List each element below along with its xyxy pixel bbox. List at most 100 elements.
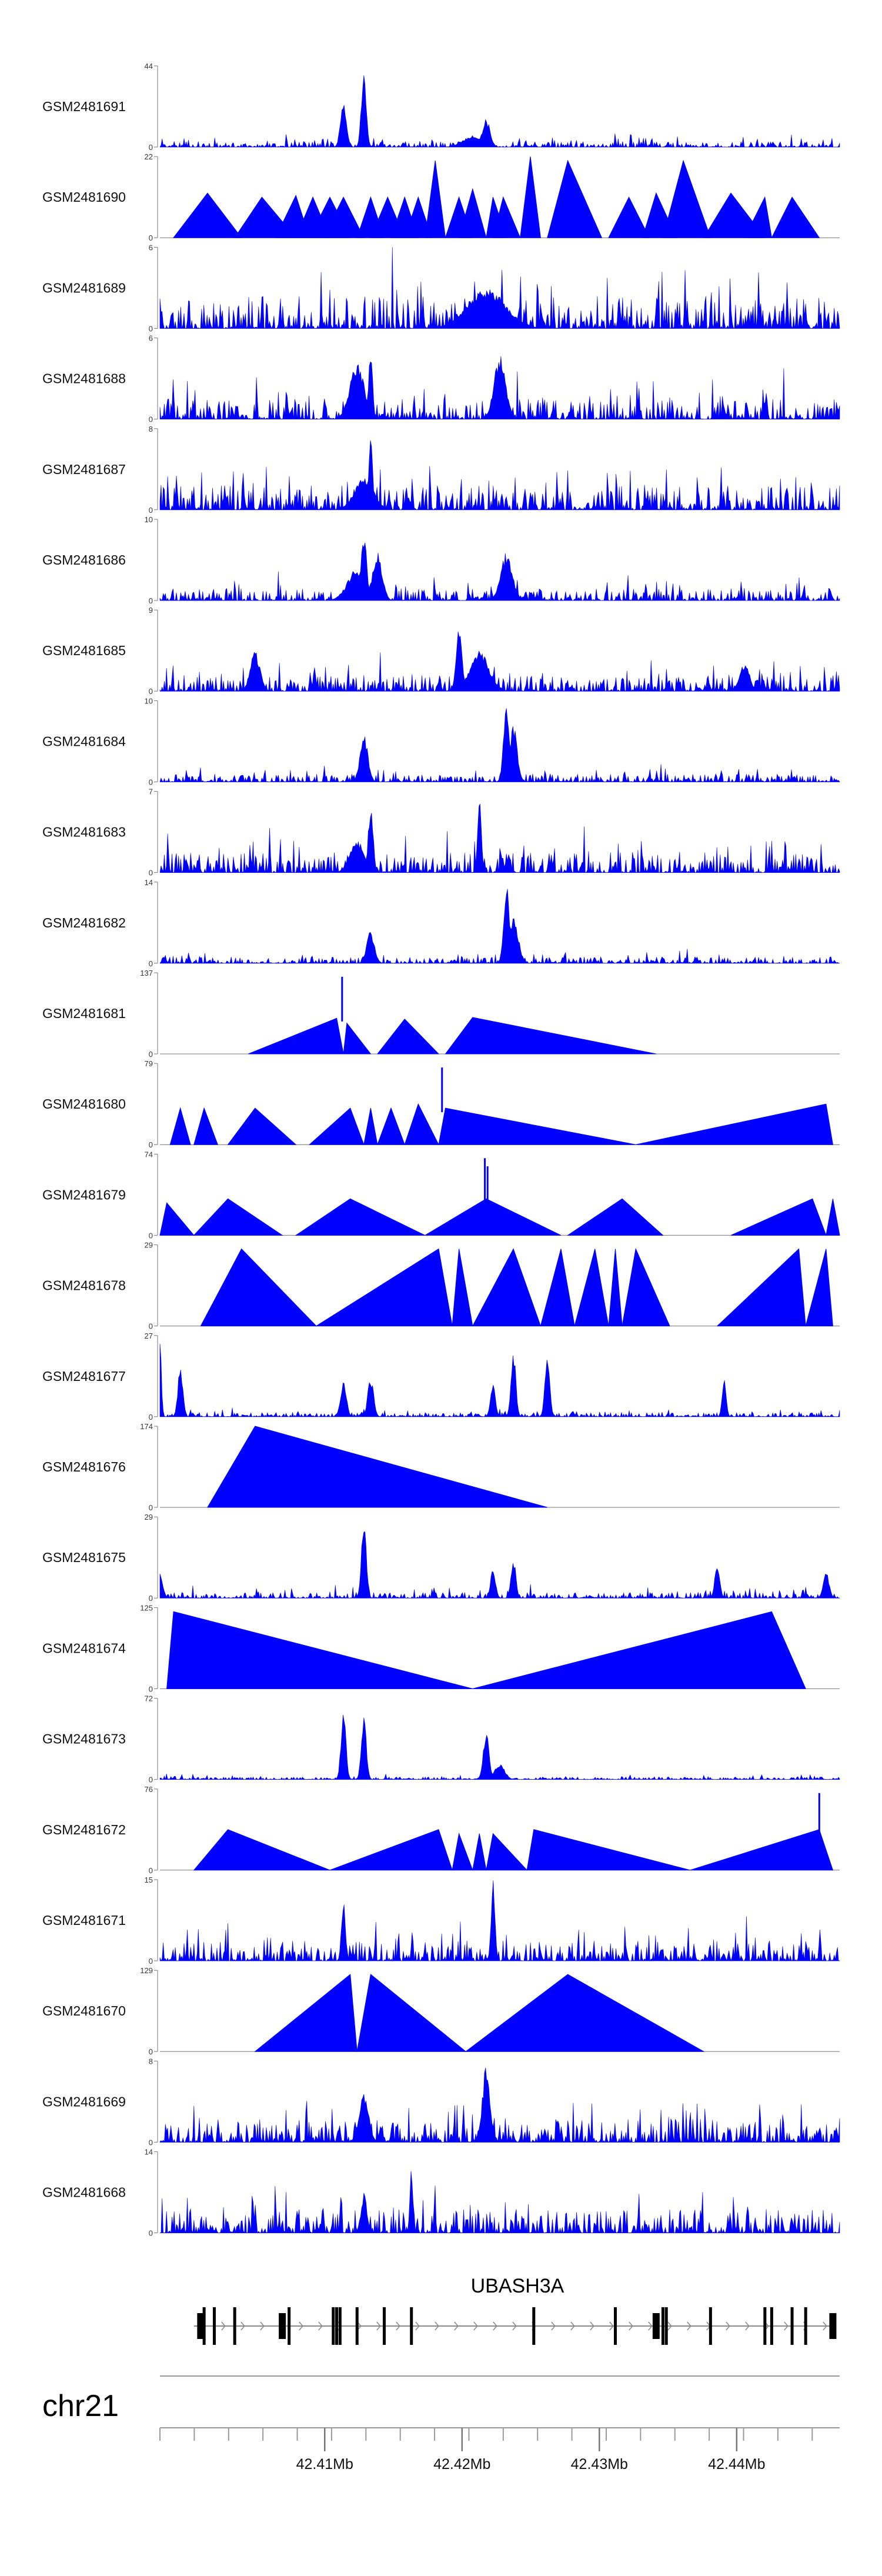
strand-arrow xyxy=(726,2321,730,2331)
coverage-area xyxy=(159,1714,840,1780)
strand-arrow xyxy=(570,2321,575,2331)
track-label: GSM2481684 xyxy=(42,733,126,749)
y-max-label: 14 xyxy=(145,2148,153,2157)
coverage-peak xyxy=(805,1249,833,1327)
track-label: GSM2481671 xyxy=(42,1913,126,1928)
coverage-peak xyxy=(248,1017,344,1055)
axis-tick-label: 42.43Mb xyxy=(571,2456,628,2472)
track-label: GSM2481676 xyxy=(42,1459,126,1474)
strand-arrow xyxy=(299,2321,303,2331)
coverage-peak xyxy=(547,159,603,238)
coverage-peak xyxy=(526,1829,690,1871)
coverage-peak xyxy=(166,1611,473,1689)
coverage-peak xyxy=(574,1249,609,1327)
gene-exon xyxy=(709,2307,712,2345)
coverage-peak xyxy=(458,188,487,238)
coverage-peak xyxy=(322,196,365,238)
track-label: GSM2481675 xyxy=(42,1550,126,1565)
coverage-peak xyxy=(377,1107,405,1145)
track-label: GSM2481682 xyxy=(42,915,126,930)
chromosome-label: chr21 xyxy=(42,2389,119,2423)
gene-exon xyxy=(614,2307,617,2345)
coverage-peak xyxy=(636,1103,833,1145)
strand-arrow xyxy=(260,2321,265,2331)
track-label: GSM2481670 xyxy=(42,2003,126,2018)
strand-arrow xyxy=(376,2321,381,2331)
strand-arrow xyxy=(318,2321,323,2331)
coverage-peak xyxy=(771,196,820,238)
coverage-peak xyxy=(566,1198,664,1236)
track-label: GSM2481673 xyxy=(42,1731,126,1747)
strand-arrow xyxy=(473,2321,478,2331)
strand-arrow xyxy=(609,2321,614,2331)
gene-exon xyxy=(829,2313,837,2339)
strand-arrow xyxy=(629,2321,633,2331)
strand-arrow xyxy=(221,2321,226,2331)
tracks-panel: GSM2481691440GSM2481690220GSM248168960GS… xyxy=(42,62,840,2238)
coverage-peak xyxy=(486,1833,528,1871)
track-GSM2481689: GSM2481689 6 0 xyxy=(42,243,840,333)
gene-exon xyxy=(288,2307,291,2345)
track-GSM2481673: GSM2481673 72 0 xyxy=(42,1694,840,1784)
track-label: GSM2481674 xyxy=(42,1640,126,1656)
strand-arrow xyxy=(493,2321,497,2331)
coverage-peak xyxy=(404,1103,439,1145)
coverage-area xyxy=(159,440,840,510)
y-max-label: 7 xyxy=(149,788,153,796)
y-max-label: 29 xyxy=(145,1513,153,1521)
coverage-area xyxy=(159,247,840,329)
coverage-peak xyxy=(356,1974,467,2052)
strand-arrow xyxy=(435,2321,439,2331)
coverage-peak xyxy=(438,1107,636,1145)
axis-tick-label: 42.41Mb xyxy=(296,2456,353,2472)
strand-arrow xyxy=(551,2321,556,2331)
gene-exon xyxy=(532,2307,536,2345)
track-GSM2481670: GSM2481670 129 0 xyxy=(42,1966,840,2056)
y-min-label: 0 xyxy=(149,2138,153,2147)
coverage-peak xyxy=(622,1247,670,1327)
track-label: GSM2481691 xyxy=(42,99,126,114)
y-max-label: 125 xyxy=(140,1603,153,1612)
gene-exon xyxy=(197,2313,205,2339)
y-min-label: 0 xyxy=(149,2047,153,2056)
track-GSM2481679: GSM2481679 74 0 xyxy=(42,1150,840,1240)
coverage-peak xyxy=(452,1832,473,1871)
coverage-peak xyxy=(193,1198,283,1236)
coverage-peak xyxy=(254,1974,358,2052)
gene-exon xyxy=(202,2307,206,2345)
strand-arrow xyxy=(357,2321,362,2331)
y-min-label: 0 xyxy=(149,143,153,152)
gene-exon xyxy=(233,2307,236,2345)
y-min-label: 0 xyxy=(149,1957,153,1966)
y-min-label: 0 xyxy=(149,415,153,424)
coverage-peak xyxy=(492,196,521,238)
coverage-peak xyxy=(703,192,766,238)
coverage-area xyxy=(159,356,840,420)
gene-exon xyxy=(652,2313,660,2339)
track-GSM2481672: GSM2481672 76 0 xyxy=(42,1785,840,1875)
track-GSM2481681: GSM2481681 137 0 xyxy=(42,969,840,1059)
track-GSM2481690: GSM2481690 22 0 xyxy=(42,152,840,242)
strand-arrow xyxy=(823,2321,827,2331)
coverage-area xyxy=(159,1531,840,1599)
coverage-peak xyxy=(540,1249,575,1327)
gene-exon xyxy=(212,2307,216,2345)
y-max-label: 6 xyxy=(149,243,153,252)
coverage-peak xyxy=(363,1108,378,1145)
gene-exon xyxy=(763,2307,767,2345)
track-label: GSM2481683 xyxy=(42,825,126,840)
coverage-area xyxy=(159,1880,840,1962)
axis-tick-label: 42.42Mb xyxy=(433,2456,490,2472)
y-min-label: 0 xyxy=(149,1684,153,1693)
coverage-peak xyxy=(207,1426,548,1508)
track-GSM2481682: GSM2481682 14 0 xyxy=(42,878,840,968)
y-max-label: 6 xyxy=(149,334,153,343)
track-label: GSM2481685 xyxy=(42,643,126,658)
coverage-peak xyxy=(173,192,242,238)
y-min-label: 0 xyxy=(149,869,153,877)
y-max-label: 129 xyxy=(140,1966,153,1975)
gene-exon xyxy=(410,2307,413,2345)
track-GSM2481668: GSM2481668 14 0 xyxy=(42,2148,840,2238)
y-max-label: 8 xyxy=(149,2057,153,2066)
